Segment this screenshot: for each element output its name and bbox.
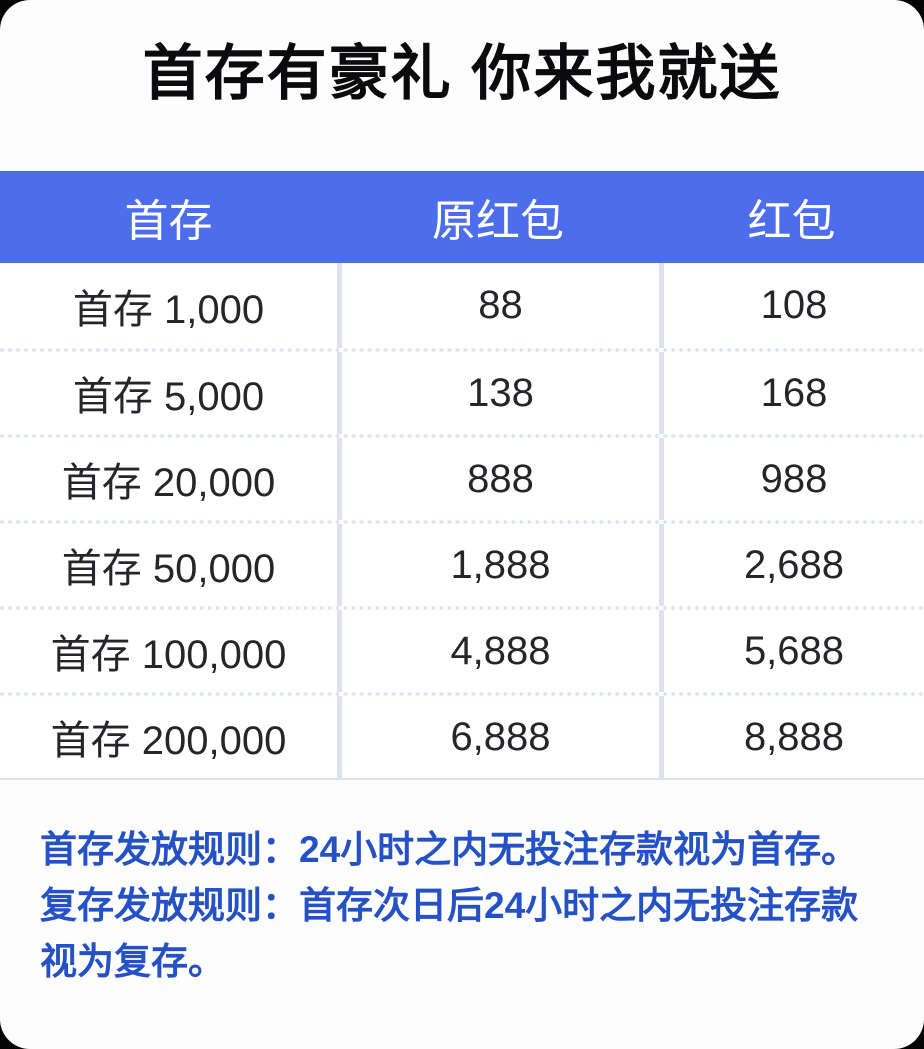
table-row: 首存 1,000 88 108	[0, 263, 924, 348]
column-header-original-red-packet: 原红包	[432, 197, 564, 246]
table-row: 首存 20,000 888 988	[0, 434, 924, 520]
bonus-cell: 5,688	[659, 610, 924, 692]
table-row: 首存 100,000 4,888 5,688	[0, 606, 924, 692]
deposit-tier-cell: 首存 5,000	[72, 375, 265, 419]
deposit-tier-cell: 首存 20,000	[61, 461, 276, 505]
deposit-tier-cell: 首存 50,000	[61, 547, 276, 591]
column-header-red-packet: 红包	[747, 197, 836, 246]
bonus-cell: 168	[659, 352, 924, 434]
bonus-cell: 108	[659, 263, 924, 348]
original-bonus-cell: 6,888	[337, 696, 659, 778]
deposit-bonus-table: 首存 原红包 红包 首存 1,000 88 108 首存 5,000 138 1…	[0, 171, 924, 780]
rule-repeat-deposit: 复存发放规则：首存次日后24小时之内无投注存款视为复存。	[40, 885, 859, 982]
original-bonus-cell: 888	[337, 438, 659, 520]
table-row: 首存 50,000 1,888 2,688	[0, 520, 924, 606]
deposit-tier-cell: 首存 200,000	[50, 719, 287, 763]
deposit-tier-cell: 首存 100,000	[50, 633, 287, 677]
bonus-cell: 8,888	[659, 696, 924, 778]
original-bonus-cell: 1,888	[337, 524, 659, 606]
bonus-cell: 988	[659, 438, 924, 520]
deposit-tier-cell: 首存 1,000	[72, 287, 265, 332]
original-bonus-cell: 88	[337, 263, 659, 348]
original-bonus-cell: 138	[337, 352, 659, 434]
table-row: 首存 5,000 138 168	[0, 348, 924, 434]
original-bonus-cell: 4,888	[337, 610, 659, 692]
rule-first-deposit: 首存发放规则：24小时之内无投注存款视为首存。	[40, 829, 859, 870]
table-row: 首存 200,000 6,888 8,888	[0, 692, 924, 778]
page-title: 首存有豪礼 你来我就送	[142, 40, 782, 107]
column-header-first-deposit: 首存	[124, 197, 213, 246]
rules-section: 首存发放规则：24小时之内无投注存款视为首存。 复存发放规则：首存次日后24小时…	[0, 822, 924, 990]
table-header-row: 首存 原红包 红包	[0, 171, 924, 263]
bonus-cell: 2,688	[659, 524, 924, 606]
